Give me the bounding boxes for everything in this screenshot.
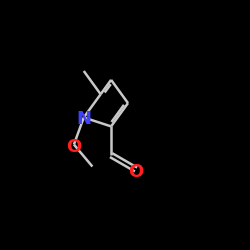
Text: O: O	[66, 138, 82, 156]
Text: N: N	[76, 110, 91, 128]
Text: O: O	[128, 162, 144, 180]
